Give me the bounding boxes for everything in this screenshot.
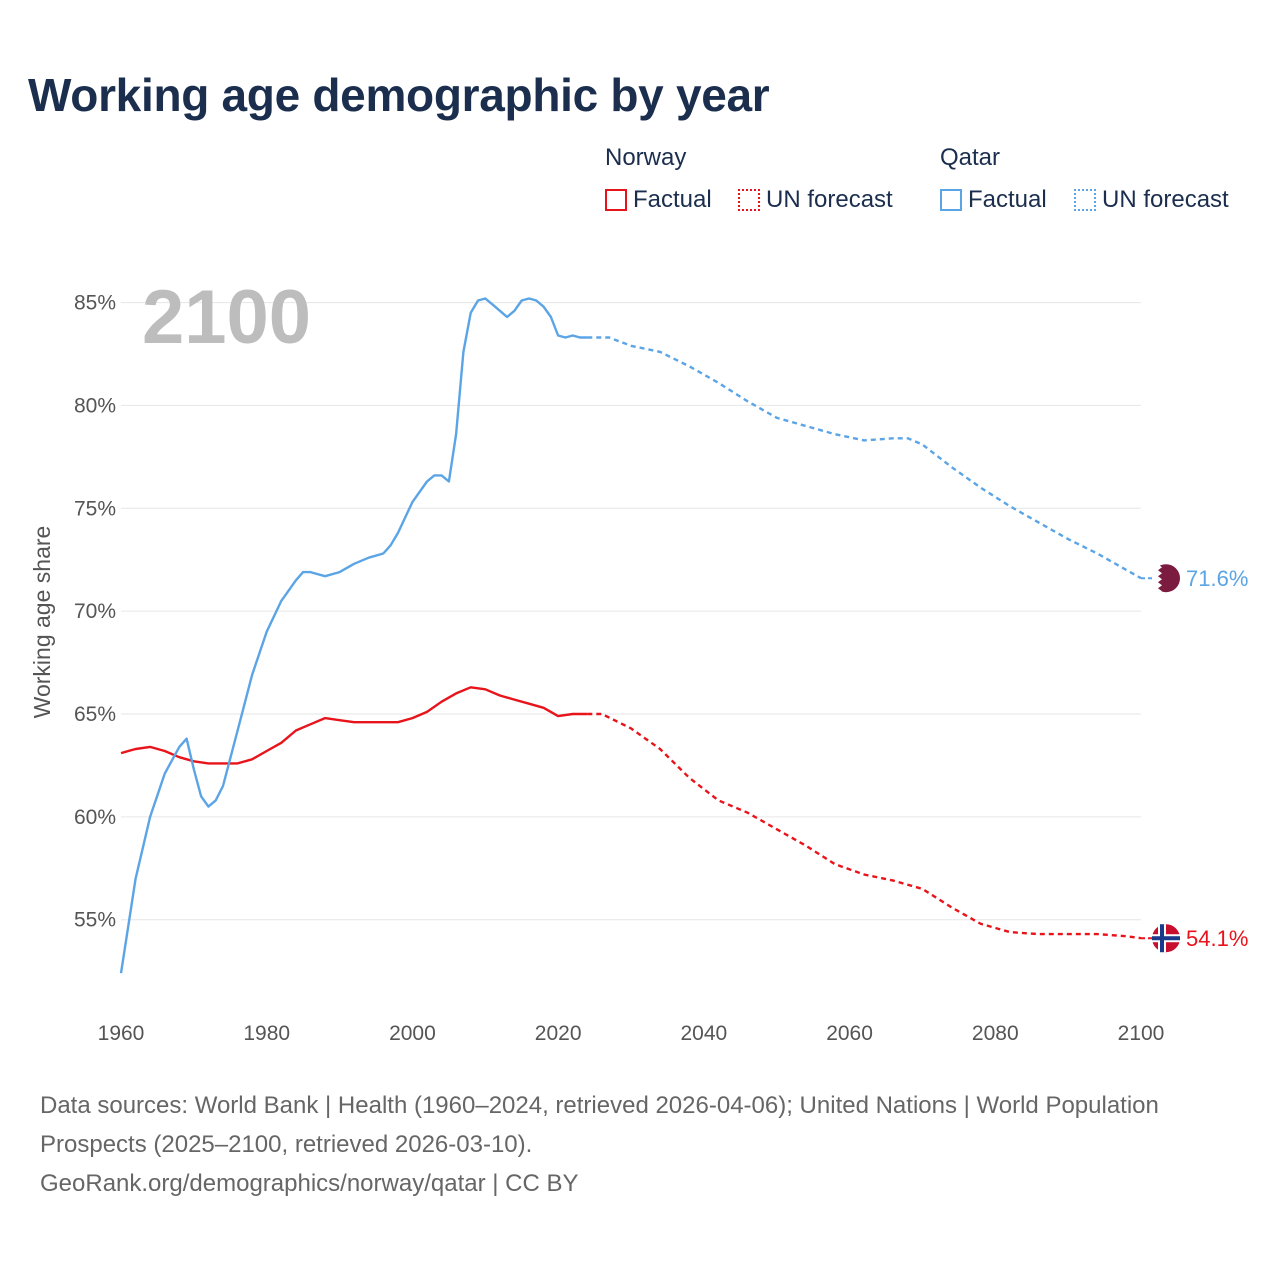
- x-tick-label-2100: 2100: [1118, 1022, 1165, 1045]
- series: [119, 297, 1142, 974]
- chart-title: Working age demographic by year: [28, 69, 770, 121]
- legend-swatch-qatar-forecast: [1074, 189, 1096, 211]
- norway-flag-cross-blue-h: [1152, 936, 1180, 941]
- axes: 55% 60% 65% 70% 75% 80% 85% 1960 1980 2000 2020 204…: [74, 292, 1164, 1045]
- legend-item-norway-factual[interactable]: Factual: [605, 186, 712, 214]
- qatar-forecast-line: [587, 336, 1142, 580]
- qatar-flag-serration: [1152, 564, 1162, 593]
- y-tick-label-85: 85%: [74, 292, 116, 315]
- legend-item-qatar-forecast[interactable]: UN forecast: [1074, 186, 1229, 214]
- data-sources: Data sources: World Bank | Health (1960–…: [40, 1092, 1159, 1158]
- legend-swatch-qatar-factual: [940, 189, 962, 211]
- y-tick-label-75: 75%: [74, 497, 116, 520]
- gridlines: [121, 302, 1141, 921]
- qatar-factual-line: [119, 297, 588, 974]
- legend-group-qatar: Qatar: [940, 144, 1001, 171]
- x-tick-label-2040: 2040: [680, 1022, 727, 1045]
- legend-label-norway-forecast: UN forecast: [766, 186, 893, 213]
- legend-group-norway: Norway: [605, 144, 687, 171]
- x-tick-label-1960: 1960: [98, 1022, 145, 1045]
- legend-swatch-norway-factual: [605, 189, 627, 211]
- y-tick-label-70: 70%: [74, 600, 116, 623]
- x-tick-label-1980: 1980: [243, 1022, 290, 1045]
- legend-item-qatar-factual[interactable]: Factual: [940, 186, 1047, 214]
- current-year-label: 2100: [142, 275, 311, 360]
- qatar-end-value-label: 71.6%: [1186, 566, 1248, 591]
- x-tick-label-2060: 2060: [826, 1022, 873, 1045]
- legend-swatch-norway-forecast: [738, 189, 760, 211]
- x-tick-label-2020: 2020: [535, 1022, 582, 1045]
- x-tick-label-2000: 2000: [389, 1022, 436, 1045]
- attribution-link[interactable]: GeoRank.org/demographics/norway/qatar | …: [40, 1170, 579, 1197]
- y-tick-label-80: 80%: [74, 394, 116, 417]
- footer: Data sources: World Bank | Health (1960–…: [40, 1086, 1200, 1203]
- y-tick-label-65: 65%: [74, 703, 116, 726]
- norway-flag-cross-blue-v: [1160, 924, 1164, 953]
- norway-factual-line: [120, 686, 588, 765]
- y-tick-label-55: 55%: [74, 909, 116, 932]
- norway-forecast-line: [587, 712, 1142, 940]
- y-axis-title: Working age share: [29, 526, 55, 719]
- x-tick-label-2080: 2080: [972, 1022, 1019, 1045]
- norway-end-value-label: 54.1%: [1186, 926, 1248, 951]
- legend-item-norway-forecast[interactable]: UN forecast: [738, 186, 893, 214]
- chart-plot-area: 55% 60% 65% 70% 75% 80% 85% 1960 1980 2000 2020 204…: [29, 275, 1248, 1045]
- legend-label-qatar-factual: Factual: [968, 186, 1047, 213]
- end-markers: 54.1% 71.6%: [1141, 564, 1248, 953]
- legend-label-qatar-forecast: UN forecast: [1102, 186, 1229, 213]
- y-tick-label-60: 60%: [74, 806, 116, 829]
- legend-label-norway-factual: Factual: [633, 186, 712, 213]
